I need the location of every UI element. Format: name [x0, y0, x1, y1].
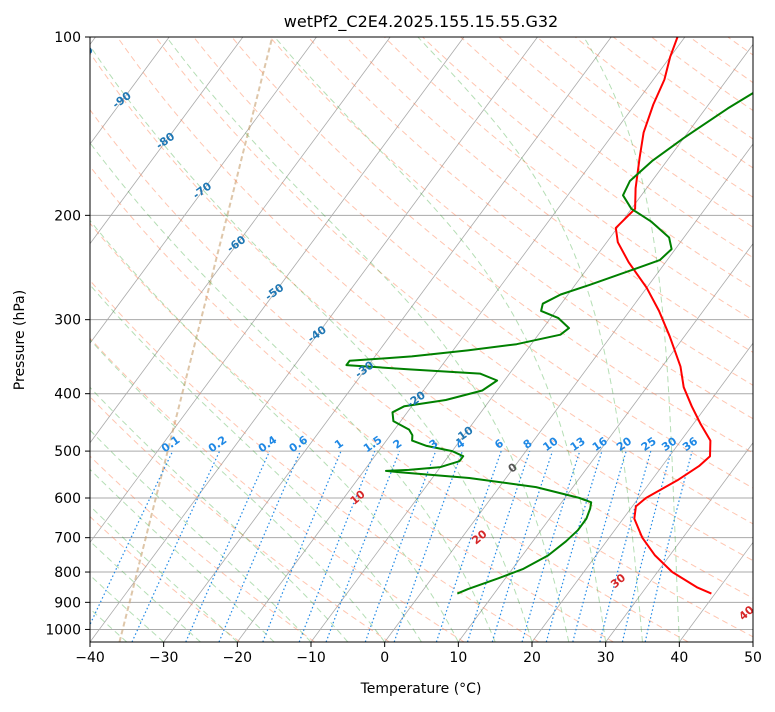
x-tick-label: −20 — [223, 650, 253, 666]
x-tick-label: 50 — [744, 650, 762, 666]
y-tick-label: 300 — [54, 313, 81, 329]
x-axis-label: Temperature (°C) — [360, 681, 482, 697]
x-tick-label: 40 — [670, 650, 688, 666]
x-tick-label: −40 — [75, 650, 105, 666]
x-tick-label: 0 — [380, 650, 389, 666]
y-tick-label: 1000 — [45, 622, 81, 638]
y-tick-label: 500 — [54, 444, 81, 460]
y-tick-label: 600 — [54, 491, 81, 507]
y-tick-label: 200 — [54, 208, 81, 224]
x-tick-label: −10 — [296, 650, 326, 666]
y-axis-label: Pressure (hPa) — [12, 290, 28, 390]
chart-title: wetPf2_C2E4.2025.155.15.55.G32 — [284, 12, 558, 32]
y-tick-label: 900 — [54, 595, 81, 611]
x-tick-label: −30 — [149, 650, 179, 666]
y-tick-label: 100 — [54, 30, 81, 46]
x-tick-label: 30 — [597, 650, 615, 666]
y-tick-label: 400 — [54, 387, 81, 403]
x-tick-label: 20 — [523, 650, 541, 666]
y-tick-label: 700 — [54, 531, 81, 547]
x-tick-label: 10 — [449, 650, 467, 666]
y-tick-label: 800 — [54, 565, 81, 581]
